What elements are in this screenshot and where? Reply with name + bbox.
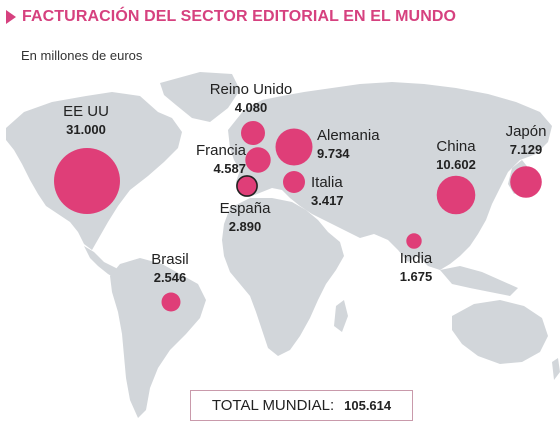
country-value: 2.890 [228, 219, 262, 234]
bubble-alemania [275, 128, 313, 166]
country-name: Francia [196, 142, 247, 159]
label-italy: Italia 3.417 [311, 175, 344, 207]
bubble-ee-uu [54, 148, 120, 214]
bubble-india [406, 233, 422, 249]
total-label: TOTAL MUNDIAL: [211, 397, 335, 414]
label-spain: España 2.890 [210, 201, 280, 233]
country-name: Japón [505, 123, 547, 140]
total-box: TOTAL MUNDIAL: 105.614 [190, 390, 413, 421]
bubble-china [436, 175, 476, 215]
country-name: EE UU [63, 103, 109, 120]
landmass-southeast-asia [440, 266, 518, 296]
country-name: España [219, 200, 271, 217]
label-uk: Reino Unido 4.080 [196, 82, 306, 114]
chart-subtitle: En millones de euros [21, 48, 143, 63]
label-india: India 1.675 [388, 251, 444, 283]
landmass-greenland [160, 72, 240, 122]
country-value: 4.080 [234, 100, 268, 115]
bubble-francia [245, 147, 271, 173]
country-name: Brasil [151, 251, 189, 268]
label-germany: Alemania 9.734 [317, 128, 380, 160]
landmass-madagascar [334, 300, 348, 332]
triangle-marker-icon [6, 10, 16, 24]
country-value: 10.602 [436, 157, 476, 172]
landmass-new-zealand [552, 358, 560, 380]
label-china: China 10.602 [424, 139, 488, 171]
country-name: China [436, 138, 476, 155]
bubble-italia [283, 171, 305, 193]
label-brazil: Brasil 2.546 [140, 252, 200, 284]
bubble-reino-unido [241, 121, 265, 145]
country-value: 7.129 [509, 142, 543, 157]
country-value: 3.417 [311, 193, 344, 208]
country-bubbles [54, 121, 542, 312]
bubble-japón [510, 166, 542, 198]
land-masses [6, 72, 560, 418]
country-name: Reino Unido [209, 81, 293, 98]
landmass-eurasia [228, 82, 552, 270]
landmass-africa [222, 198, 344, 356]
country-value: 9.734 [317, 146, 350, 161]
title-row: FACTURACIÓN DEL SECTOR EDITORIAL EN EL M… [6, 7, 456, 27]
landmass-australia [452, 300, 548, 364]
total-value: 105.614 [344, 398, 392, 413]
landmass-south-america [110, 258, 206, 418]
label-france: Francia 4.587 [196, 143, 246, 175]
country-value: 2.546 [153, 270, 187, 285]
label-usa: EE UU 31.000 [46, 104, 126, 136]
country-value: 1.675 [399, 269, 433, 284]
country-value: 31.000 [66, 122, 106, 137]
country-name: Alemania [317, 127, 380, 144]
country-name: Italia [311, 174, 343, 191]
label-japan: Japón 7.129 [496, 124, 556, 156]
country-name: India [399, 250, 433, 267]
bubble-brasil [161, 292, 181, 312]
country-value: 4.587 [213, 161, 246, 176]
bubble-españa [236, 175, 258, 197]
chart-title: FACTURACIÓN DEL SECTOR EDITORIAL EN EL M… [22, 8, 457, 25]
